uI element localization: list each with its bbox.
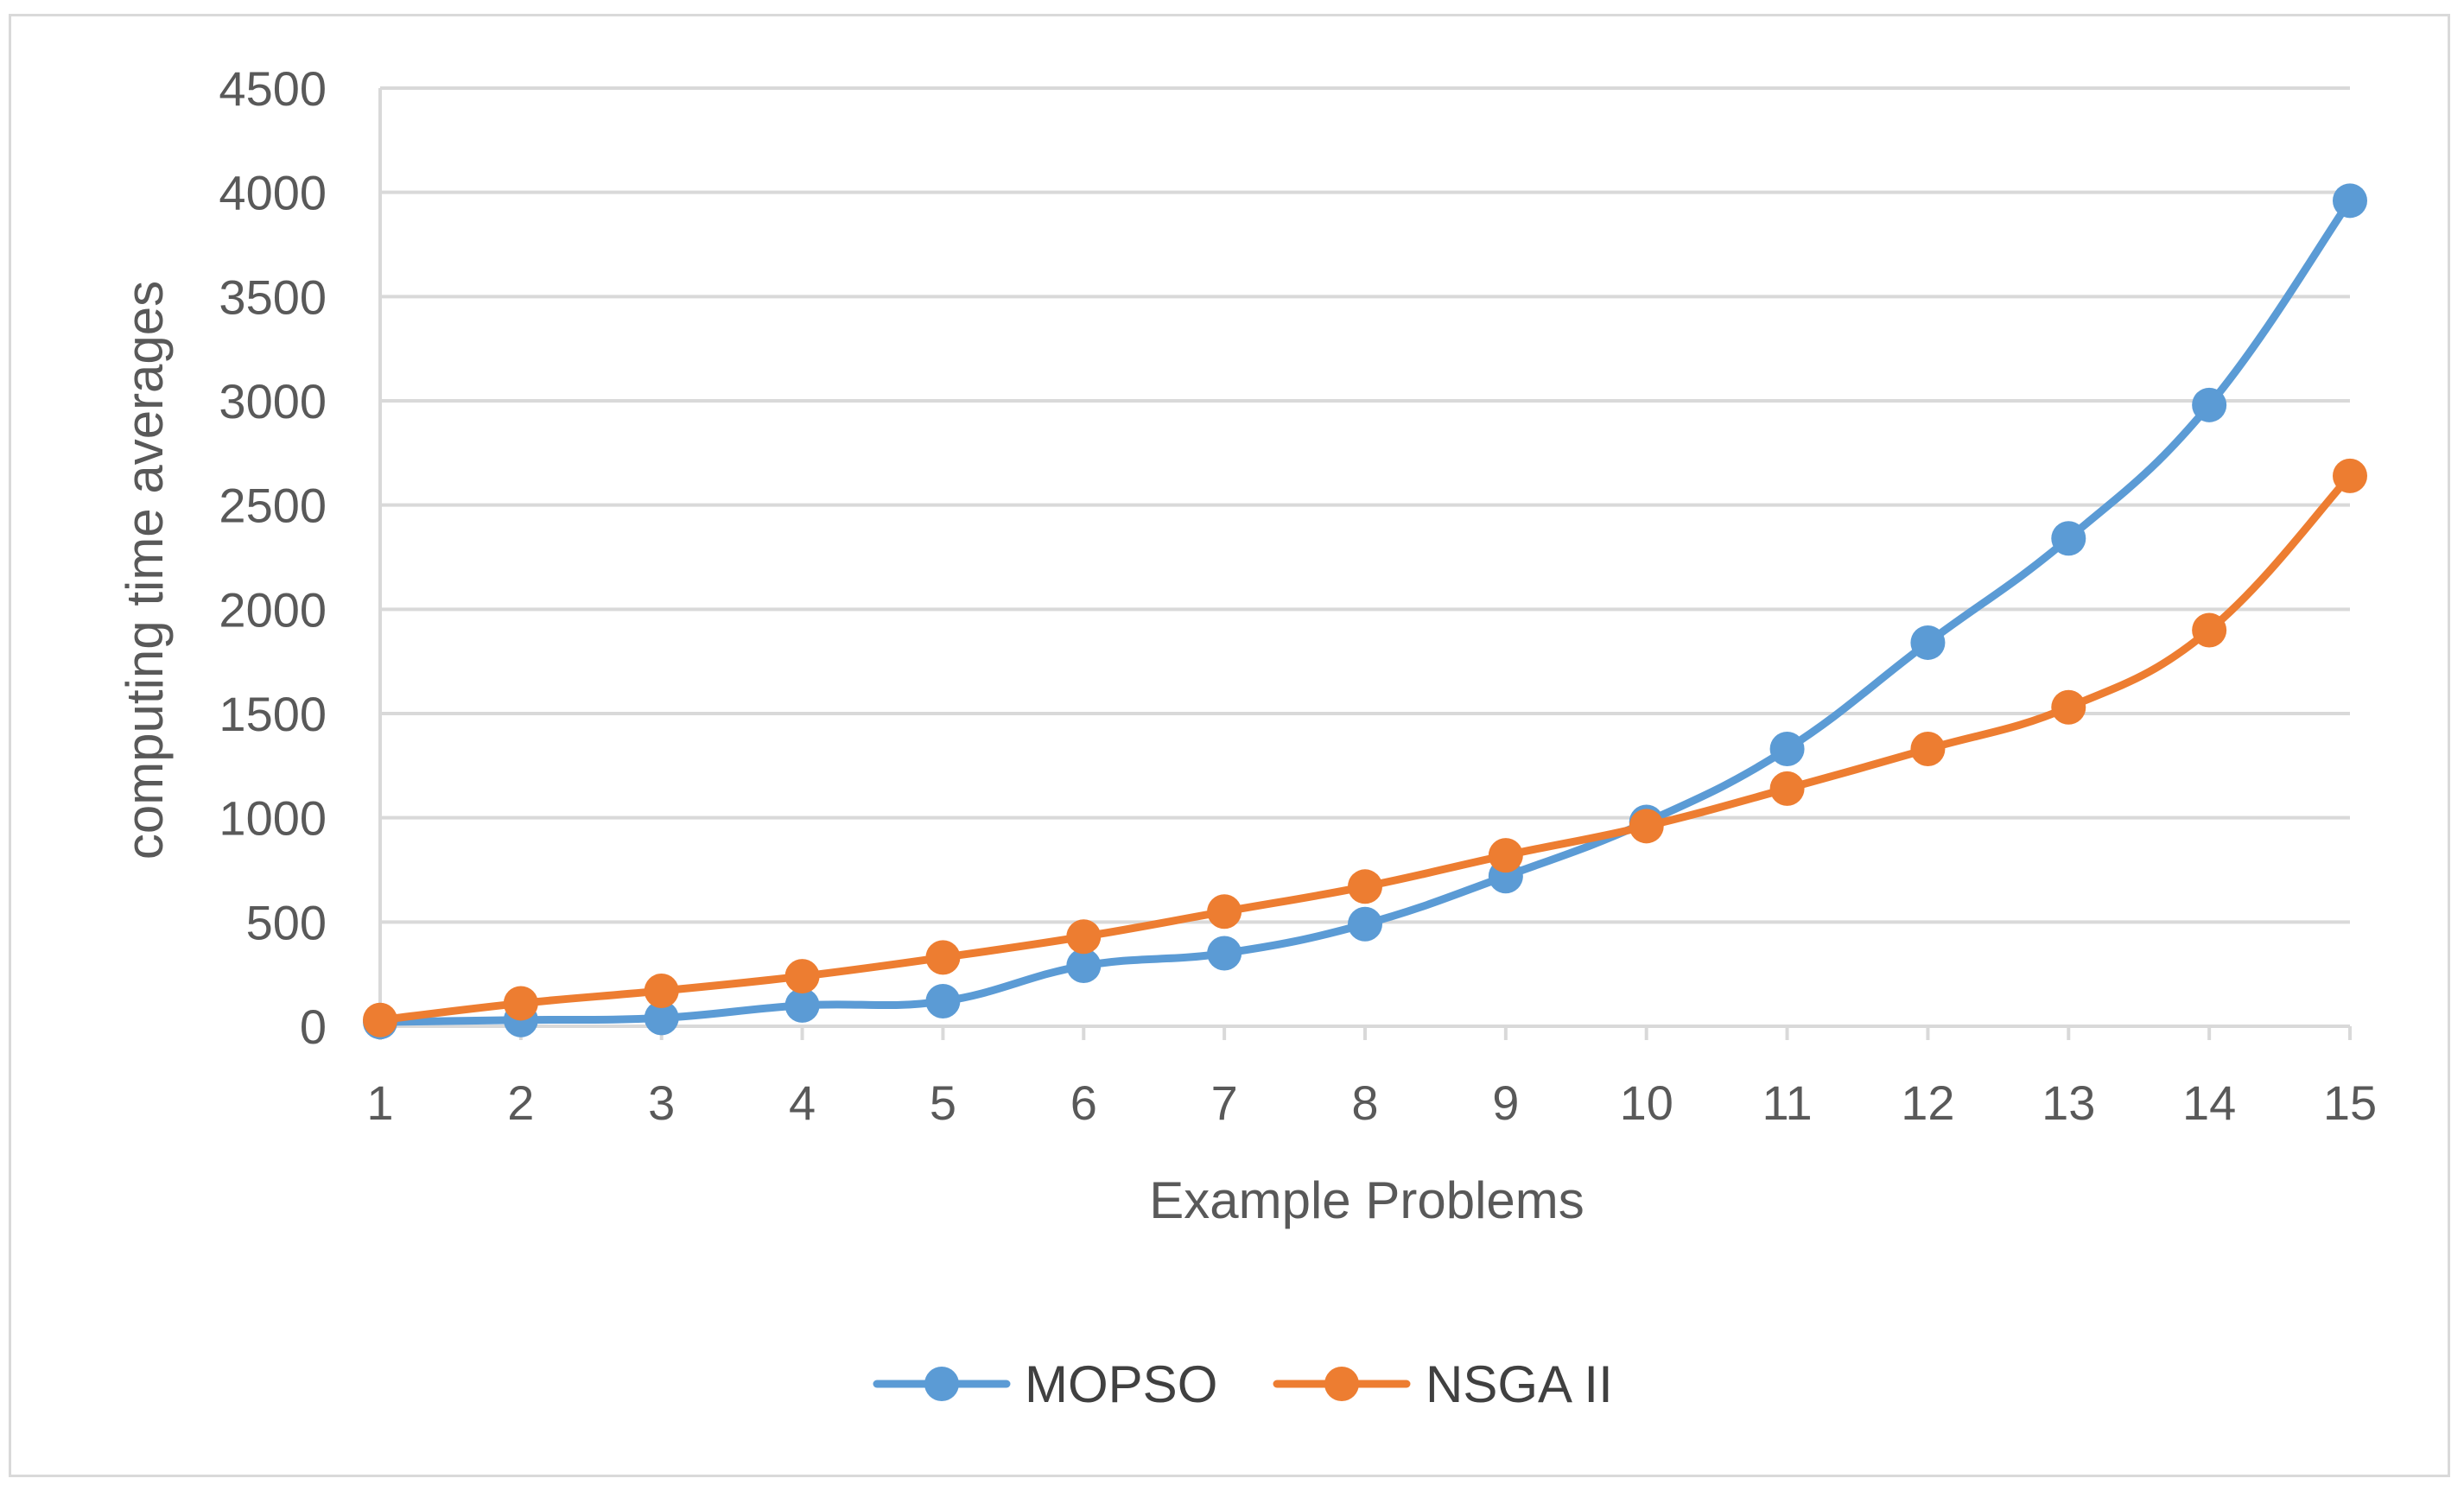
x-tick-label: 13 — [2042, 1075, 2095, 1130]
y-tick-label: 3500 — [219, 270, 327, 324]
data-point — [784, 987, 820, 1023]
legend-item: MOPSO — [873, 1355, 1217, 1413]
data-point — [2051, 689, 2086, 725]
legend-label: MOPSO — [1025, 1355, 1217, 1413]
data-point — [1348, 869, 1382, 904]
series-mopso — [363, 183, 2367, 1040]
legend-swatch-marker — [1324, 1367, 1359, 1401]
data-point — [644, 1000, 679, 1036]
series-nsga-ii — [363, 458, 2367, 1037]
data-point — [2192, 387, 2227, 422]
x-tick-label: 14 — [2182, 1075, 2236, 1130]
data-point — [1910, 732, 1946, 767]
x-axis-title: Example Problems — [1149, 1171, 1584, 1229]
legend-item: NSGA II — [1273, 1355, 1613, 1413]
x-tick-label: 6 — [1070, 1075, 1097, 1130]
x-tick-label: 5 — [930, 1075, 956, 1130]
data-point — [1066, 919, 1102, 955]
y-tick-label: 4500 — [219, 61, 327, 116]
x-tick-label: 10 — [1620, 1075, 1673, 1130]
data-point — [1207, 894, 1242, 929]
x-tick-label: 8 — [1351, 1075, 1378, 1130]
y-tick-label: 1500 — [219, 687, 327, 741]
data-point — [1910, 625, 1946, 660]
data-point — [1769, 732, 1805, 767]
data-point — [644, 973, 679, 1008]
data-point — [2333, 183, 2367, 219]
data-point — [1629, 809, 1664, 844]
y-tick-label: 4000 — [219, 166, 327, 220]
data-point — [2192, 612, 2227, 648]
x-tick-labels: 1 2 3 4 5 6 7 8 9 10 11 12 13 14 15 — [366, 1075, 2377, 1130]
data-point — [2333, 458, 2367, 493]
y-tick-label: 2500 — [219, 479, 327, 533]
x-tick-label: 4 — [789, 1075, 816, 1130]
data-point — [1348, 906, 1382, 942]
data-point — [925, 940, 961, 975]
legend-label: NSGA II — [1426, 1355, 1613, 1413]
x-tick-label: 1 — [366, 1075, 393, 1130]
x-tick-label: 15 — [2323, 1075, 2377, 1130]
y-tick-label: 500 — [246, 895, 327, 949]
series-layer — [363, 183, 2367, 1040]
legend: MOPSO NSGA II — [873, 1355, 1613, 1413]
y-tick-label: 3000 — [219, 374, 327, 428]
gridlines — [380, 86, 2350, 924]
y-tick-labels: 0 500 1000 1500 2000 2500 3000 3500 4000 4500 — [219, 61, 327, 1054]
y-axis-title: computing time averages — [116, 281, 174, 860]
legend-swatch-marker — [924, 1367, 959, 1401]
y-tick-label: 0 — [300, 999, 327, 1054]
data-point — [784, 959, 820, 994]
data-point — [1488, 838, 1523, 873]
x-tick-label: 9 — [1492, 1075, 1519, 1130]
data-point — [363, 1002, 397, 1037]
y-tick-label: 2000 — [219, 582, 327, 637]
x-tick-label: 11 — [1762, 1075, 1813, 1130]
data-point — [1769, 771, 1805, 806]
x-tick-label: 7 — [1211, 1075, 1238, 1130]
x-tick-label: 2 — [507, 1075, 534, 1130]
y-tick-label: 1000 — [219, 791, 327, 846]
data-point — [503, 986, 538, 1021]
x-tick-label: 3 — [648, 1075, 675, 1130]
data-point — [1066, 949, 1102, 984]
chart-frame — [9, 14, 2450, 1477]
data-point — [925, 984, 961, 1019]
x-tick-label: 12 — [1901, 1075, 1954, 1130]
data-point — [1207, 936, 1242, 971]
data-point — [2051, 521, 2086, 556]
